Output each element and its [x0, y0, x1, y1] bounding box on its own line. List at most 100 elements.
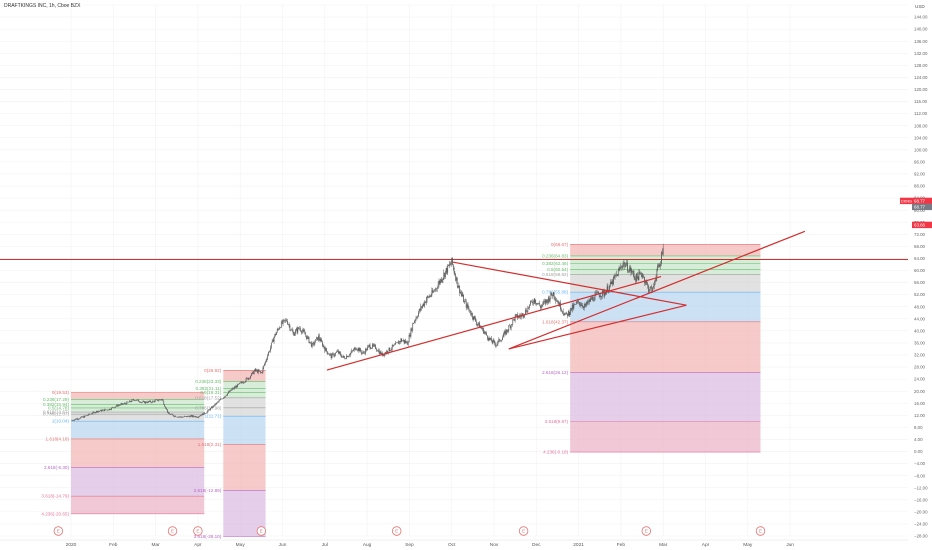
earnings-marker[interactable]: E	[518, 526, 529, 536]
candle-body	[501, 340, 502, 341]
candle-body	[418, 312, 419, 317]
x-tick-label: Mar	[659, 542, 668, 548]
candle-body	[80, 416, 82, 418]
candle-body	[603, 291, 605, 296]
fib-level-label: 0.5(19.31)	[200, 390, 221, 395]
fibonacci-retracements[interactable]: 0(19.53) 0.236(17.29)0.382(15.94)0.5(14.7…	[41, 242, 761, 539]
fib-band	[570, 292, 761, 322]
candle-body	[515, 314, 517, 316]
candle-body	[353, 350, 354, 352]
candle-body	[595, 292, 597, 295]
fib-band	[570, 372, 761, 422]
price-badge: 68.77	[912, 203, 932, 211]
candle-body	[377, 350, 379, 352]
candle-body	[377, 350, 378, 352]
candle-body	[337, 350, 339, 354]
trendline[interactable]	[326, 275, 662, 371]
candle-body	[142, 401, 144, 403]
candle-body	[118, 405, 120, 406]
earnings-marker[interactable]: E	[193, 526, 203, 536]
candle-body	[234, 387, 236, 388]
earnings-letter: E	[522, 529, 525, 534]
fib-level-label: 1.618(4.18)	[46, 436, 70, 441]
x-tick-label: Sep	[405, 542, 414, 548]
candle-body	[268, 351, 269, 356]
trendline[interactable]	[508, 230, 806, 350]
trendline[interactable]	[508, 304, 687, 350]
candle-body	[547, 300, 549, 303]
candle-body	[512, 319, 514, 325]
fib-level-label: 2.618(26.12)	[542, 370, 569, 375]
candle-body	[118, 405, 119, 407]
candle-body	[600, 296, 602, 298]
candle-body	[342, 355, 344, 357]
trendlines[interactable]	[326, 230, 806, 371]
candle-body	[310, 341, 311, 343]
fib-retracement[interactable]: 0(68.67) 0.236(64.83) 0.382(62.46)0.5(60.5…	[542, 242, 761, 455]
candle-body	[407, 342, 409, 345]
candle-body	[275, 334, 276, 335]
fib-retracement[interactable]: 0(19.53) 0.236(17.29)0.382(15.94)0.5(14.7…	[41, 390, 205, 516]
candle-body	[262, 367, 264, 373]
candle-body	[77, 418, 79, 420]
candle-body	[375, 345, 376, 349]
candle-body	[629, 268, 630, 272]
candle-body	[574, 304, 575, 305]
earnings-marker[interactable]: E	[53, 526, 64, 536]
candle-body	[464, 300, 465, 303]
earnings-marker[interactable]: E	[256, 526, 267, 536]
earnings-marker[interactable]: E	[167, 526, 178, 536]
earnings-marker[interactable]: E	[392, 526, 402, 536]
candle-body	[632, 271, 633, 273]
candle-body	[510, 325, 511, 329]
price-badge-box	[912, 221, 932, 229]
price-axis[interactable]: USD 144.00 140.00 136.00 132.00 128.00 124.00 1…	[914, 4, 928, 539]
candle-body	[200, 415, 201, 417]
fib-level-label: 1.618(2.31)	[198, 442, 222, 447]
candle-body	[71, 420, 73, 421]
candle-body	[360, 348, 361, 352]
candle-body	[616, 274, 618, 276]
candle-body	[145, 401, 146, 404]
candle-body	[388, 347, 390, 353]
x-tick-label: Nov	[490, 542, 499, 548]
candle-body	[200, 415, 202, 416]
fib-retracement[interactable]: 0(26.92) 0.236(23.33) 0.382(21.11)0.5(19.3…	[194, 368, 266, 539]
candle-body	[481, 328, 483, 330]
candle-body	[308, 336, 310, 343]
candle-body	[592, 296, 594, 301]
candle-body	[211, 406, 213, 408]
candle-body	[105, 409, 107, 410]
candle-body	[509, 325, 510, 327]
earnings-marker[interactable]: E	[755, 526, 766, 536]
candle-body	[295, 328, 297, 331]
candle-body	[143, 401, 145, 402]
y-tick-label: 132.00	[914, 51, 928, 56]
candle-body	[567, 313, 568, 316]
earnings-letter: E	[759, 529, 762, 534]
candle-body	[563, 313, 565, 316]
candle-body	[310, 342, 312, 347]
candle-body	[436, 288, 438, 289]
candle-body	[635, 278, 637, 282]
earnings-marker[interactable]: E	[641, 526, 651, 536]
fib-band	[71, 438, 205, 468]
candle-body	[183, 416, 184, 418]
candle-body	[628, 271, 629, 272]
candle-body	[248, 377, 250, 380]
candle-body	[138, 399, 140, 402]
candle-body	[162, 399, 164, 402]
candle-body	[230, 390, 232, 391]
candle-body	[229, 390, 231, 392]
candle-body	[244, 382, 245, 383]
candle-body	[91, 413, 93, 415]
time-axis[interactable]: 2020 Feb Mar Apr May Jun Jul Aug Sep Oct Nov Dec 202…	[0, 539, 908, 548]
candle-body	[452, 264, 454, 269]
candle-body	[523, 315, 525, 317]
candle-body	[331, 353, 333, 359]
trendline[interactable]	[452, 261, 687, 306]
candle-body	[495, 345, 497, 346]
candle-body	[292, 331, 294, 334]
